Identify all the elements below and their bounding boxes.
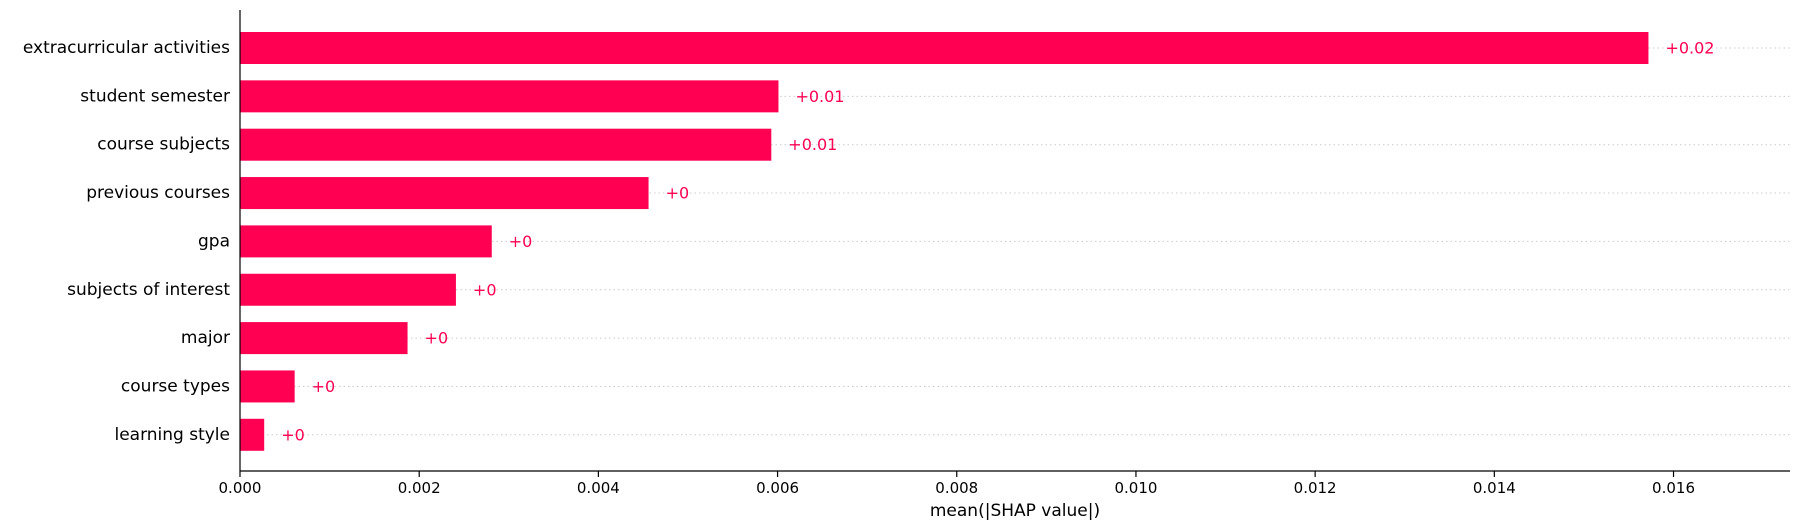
bar — [240, 322, 408, 355]
x-tick-label: 0.008 — [935, 479, 978, 497]
category-label: course subjects — [97, 135, 230, 155]
x-tick-label: 0.004 — [577, 479, 620, 497]
value-label: +0 — [281, 425, 305, 444]
x-tick-label: 0.014 — [1473, 479, 1516, 497]
x-axis-ticks: 0.000 0.002 0.004 0.006 0.008 0.010 0.012 0.014… — [219, 471, 1695, 497]
category-labels: extracurricular activities student semest… — [23, 38, 230, 445]
bar — [240, 177, 649, 210]
category-label: previous courses — [86, 183, 230, 203]
bar — [240, 80, 779, 113]
x-tick-label: 0.010 — [1114, 479, 1157, 497]
value-label: +0 — [666, 184, 690, 203]
bar — [240, 418, 265, 451]
x-tick-label: 0.000 — [219, 479, 262, 497]
x-tick-label: 0.012 — [1294, 479, 1337, 497]
x-tick-label: 0.002 — [398, 479, 441, 497]
bar — [240, 128, 772, 161]
value-label: +0 — [312, 377, 336, 396]
category-label: student semester — [80, 86, 230, 106]
value-label: +0 — [509, 232, 533, 251]
category-label: extracurricular activities — [23, 38, 230, 58]
bar — [240, 273, 456, 306]
category-label: major — [181, 328, 230, 348]
bar-layer — [240, 32, 1649, 451]
value-label: +0 — [473, 280, 497, 299]
x-axis-title: mean(|SHAP value|) — [930, 501, 1100, 521]
bar — [240, 370, 295, 403]
grid-layer — [240, 47, 1790, 436]
category-label: gpa — [198, 231, 230, 251]
value-label: +0.01 — [788, 135, 837, 154]
category-label: course types — [121, 376, 230, 396]
bar — [240, 225, 492, 258]
category-label: subjects of interest — [67, 280, 230, 300]
value-labels: +0.02 +0.01 +0.01 +0 +0 +0 +0 +0 +0 — [281, 39, 1714, 445]
value-label: +0.02 — [1665, 39, 1714, 58]
x-tick-label: 0.006 — [756, 479, 799, 497]
value-label: +0.01 — [795, 87, 844, 106]
x-tick-label: 0.016 — [1652, 479, 1695, 497]
value-label: +0 — [425, 329, 449, 348]
category-label: learning style — [114, 425, 230, 445]
bar — [240, 32, 1649, 64]
